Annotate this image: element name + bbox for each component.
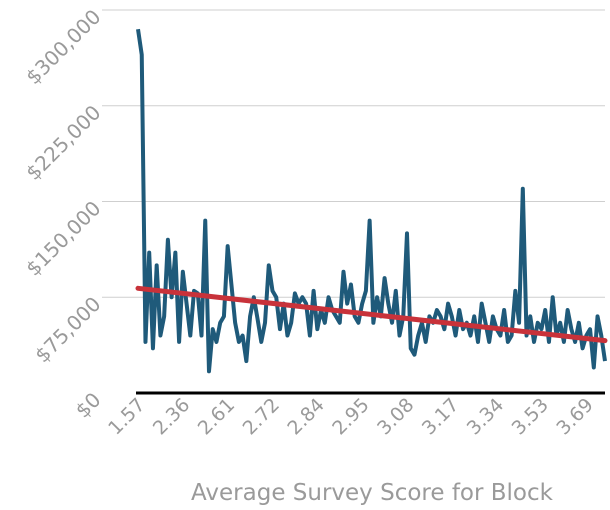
x-tick-label: 2.61 (194, 394, 239, 439)
x-tick-label: 3.17 (418, 394, 463, 439)
y-tick-label: $0 (71, 388, 106, 423)
x-axis-title: Average Survey Score for Block (191, 480, 554, 506)
y-tick-label: $300,000 (21, 5, 105, 89)
x-tick-label: 3.69 (552, 394, 597, 439)
x-tick-label: 3.53 (508, 394, 553, 439)
x-tick-label: 2.95 (328, 394, 373, 439)
y-tick-label: $150,000 (21, 196, 105, 280)
y-tick-label: $225,000 (21, 100, 105, 184)
x-tick-label: 3.08 (373, 394, 418, 439)
x-tick-label: 2.72 (239, 394, 284, 439)
x-tick-label: 2.84 (283, 394, 328, 439)
data-line (136, 28, 607, 374)
y-tick-label: $75,000 (30, 292, 105, 367)
x-tick-label: 3.34 (463, 394, 508, 439)
x-tick-label: 1.57 (104, 394, 149, 439)
x-tick-label: 2.36 (149, 394, 194, 439)
trend-line (135, 285, 608, 344)
